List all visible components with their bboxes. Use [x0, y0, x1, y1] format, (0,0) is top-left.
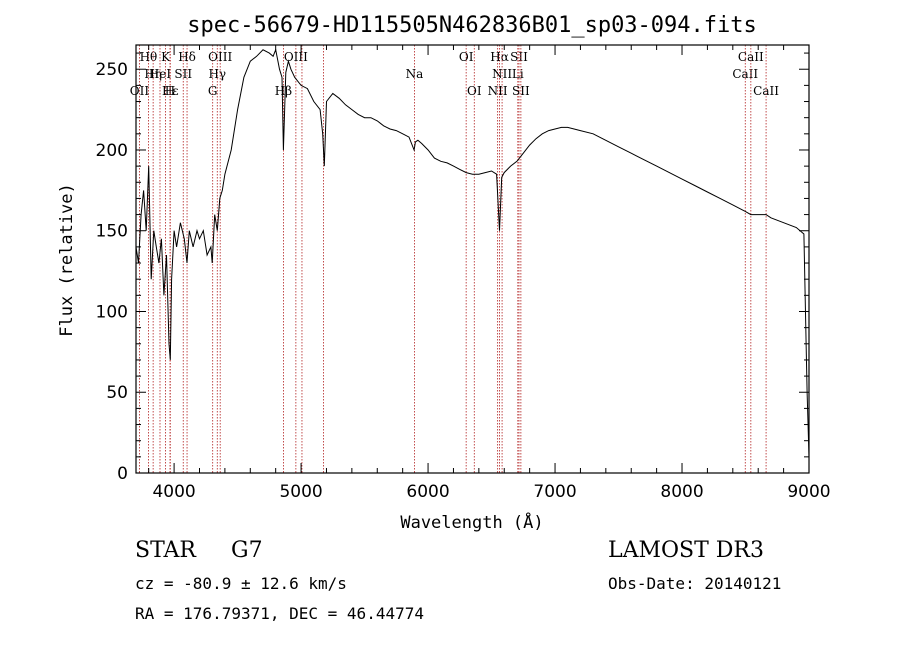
spectral-line-label: Na: [406, 67, 424, 81]
x-tick-label: 6000: [406, 482, 449, 502]
spectral-line-label: CaII: [753, 84, 779, 98]
y-tick-label: 100: [96, 302, 128, 322]
y-tick-label: 150: [96, 222, 128, 242]
spectral-line-label: OI: [459, 50, 474, 64]
subclass-label: G7: [231, 538, 263, 563]
redshift-label: cz = -80.9 ± 12.6 km/s: [135, 574, 347, 593]
chart-title: spec-56679-HD115505N462836B01_sp03-094.f…: [187, 13, 757, 38]
spectral-line-label: K: [161, 50, 171, 64]
spectral-line-label: OII: [130, 84, 150, 98]
axis-ticks: 4000 5000 6000 7000 8000 9000 0 50 100 150 200 250: [96, 45, 831, 502]
spectral-line-label: CaII: [732, 67, 758, 81]
obs-date-label: Obs-Date: 20140121: [608, 574, 782, 593]
plot-frame: [135, 44, 810, 474]
x-tick-label: 4000: [152, 482, 195, 502]
spectrum-line: [135, 48, 810, 457]
y-tick-label: 200: [96, 141, 128, 161]
spectral-line-label: SII: [512, 84, 530, 98]
spectral-line-label: NII: [492, 67, 512, 81]
spectral-line-label: Hβ: [275, 84, 292, 98]
spectral-line-label: H: [165, 84, 175, 98]
spectral-line-label: Hγ: [208, 67, 226, 81]
class-label: STAR: [135, 538, 196, 563]
spectrum-chart: spec-56679-HD115505N462836B01_sp03-094.f…: [57, 13, 831, 533]
object-class: STAR G7: [135, 538, 263, 563]
survey-label: LAMOST DR3: [608, 538, 764, 563]
x-tick-label: 7000: [533, 482, 576, 502]
spectral-line-label: SII: [510, 50, 528, 64]
y-axis-label: Flux (relative): [57, 183, 77, 337]
spectral-line-label: Hα: [490, 50, 509, 64]
spectral-line-label: OIII: [284, 50, 308, 64]
y-tick-label: 50: [106, 383, 128, 403]
y-tick-label: 250: [96, 60, 128, 80]
coordinates-label: RA = 176.79371, DEC = 46.44774: [135, 604, 424, 623]
x-tick-label: 5000: [279, 482, 322, 502]
x-tick-label: 8000: [660, 482, 703, 502]
spectral-line-label: G: [208, 84, 218, 98]
y-tick-label: 0: [117, 464, 128, 484]
spectral-line-label: CaII: [738, 50, 764, 64]
spectral-line-label: HeI: [149, 67, 172, 81]
spectral-line-label: OIII: [208, 50, 232, 64]
spectrum-layer: [135, 48, 810, 457]
x-axis-label: Wavelength (Å): [400, 511, 543, 533]
spectral-line-label: Hη: [144, 67, 162, 81]
spectral-line-label: Hθ: [140, 50, 158, 64]
x-tick-label: 9000: [787, 482, 830, 502]
spectral-line-label: Hδ: [178, 50, 196, 64]
spectral-line-label: SII: [174, 67, 192, 81]
spectral-line-label: NII: [488, 84, 508, 98]
spectral-line-label: OI: [467, 84, 482, 98]
spectral-line-label: Li: [512, 67, 524, 81]
